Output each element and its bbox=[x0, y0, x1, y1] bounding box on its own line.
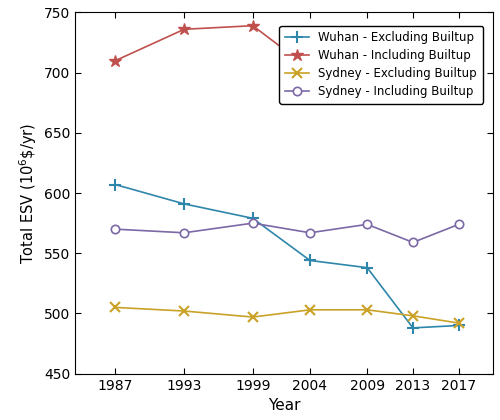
Line: Sydney - Excluding Builtup: Sydney - Excluding Builtup bbox=[110, 302, 464, 328]
Line: Wuhan - Including Builtup: Wuhan - Including Builtup bbox=[109, 19, 465, 98]
Sydney - Excluding Builtup bbox=[250, 315, 256, 320]
Wuhan - Including Builtup bbox=[410, 89, 416, 94]
Wuhan - Including Builtup bbox=[364, 65, 370, 70]
Wuhan - Excluding Builtup bbox=[456, 323, 462, 328]
Sydney - Excluding Builtup bbox=[181, 309, 187, 314]
Y-axis label: Total ESV (10$^6$\$/yr): Total ESV (10$^6$\$/yr) bbox=[17, 123, 38, 264]
Line: Wuhan - Excluding Builtup: Wuhan - Excluding Builtup bbox=[109, 178, 465, 334]
Wuhan - Excluding Builtup bbox=[307, 258, 313, 263]
Sydney - Excluding Builtup bbox=[364, 307, 370, 312]
Sydney - Excluding Builtup bbox=[456, 320, 462, 326]
Sydney - Including Builtup bbox=[307, 230, 313, 235]
Legend: Wuhan - Excluding Builtup, Wuhan - Including Builtup, Sydney - Excluding Builtup: Wuhan - Excluding Builtup, Wuhan - Inclu… bbox=[280, 26, 483, 104]
Sydney - Including Builtup bbox=[181, 230, 187, 235]
Wuhan - Including Builtup bbox=[181, 27, 187, 32]
Wuhan - Including Builtup bbox=[307, 66, 313, 71]
Sydney - Including Builtup bbox=[456, 222, 462, 227]
X-axis label: Year: Year bbox=[268, 398, 300, 413]
Line: Sydney - Including Builtup: Sydney - Including Builtup bbox=[112, 219, 463, 247]
Wuhan - Excluding Builtup bbox=[250, 216, 256, 221]
Wuhan - Including Builtup bbox=[112, 58, 118, 63]
Sydney - Excluding Builtup bbox=[410, 313, 416, 318]
Wuhan - Excluding Builtup bbox=[112, 182, 118, 187]
Sydney - Including Builtup bbox=[410, 240, 416, 245]
Sydney - Excluding Builtup bbox=[307, 307, 313, 312]
Sydney - Including Builtup bbox=[364, 222, 370, 227]
Sydney - Excluding Builtup bbox=[112, 305, 118, 310]
Sydney - Including Builtup bbox=[112, 227, 118, 232]
Wuhan - Excluding Builtup bbox=[410, 326, 416, 331]
Wuhan - Excluding Builtup bbox=[364, 265, 370, 270]
Wuhan - Excluding Builtup bbox=[181, 201, 187, 206]
Wuhan - Including Builtup bbox=[456, 68, 462, 73]
Sydney - Including Builtup bbox=[250, 220, 256, 226]
Wuhan - Including Builtup bbox=[250, 23, 256, 28]
